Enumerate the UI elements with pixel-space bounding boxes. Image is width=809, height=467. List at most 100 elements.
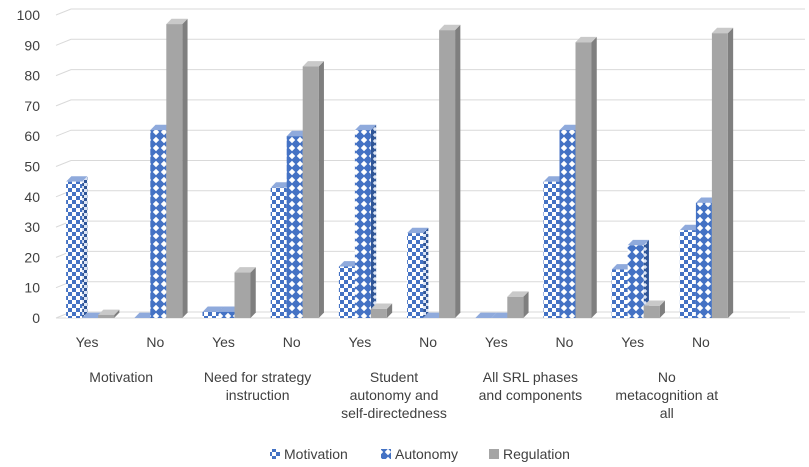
x-subcategory-label: No [556, 334, 574, 350]
bar-side [182, 18, 188, 318]
bar-front [559, 130, 576, 318]
bar-side [370, 124, 377, 319]
bar-top [507, 291, 529, 297]
bar [82, 312, 104, 319]
bar-side [114, 309, 120, 318]
y-axis: 0 10 20 30 40 50 60 70 80 90 100 [17, 7, 41, 326]
bar-top [711, 27, 734, 34]
bar-top [543, 176, 565, 182]
y-tick-label: 60 [24, 128, 40, 144]
legend-label: Autonomy [395, 446, 458, 462]
legend-swatch [270, 449, 280, 459]
bar [491, 312, 513, 319]
x-axis: Yes No Motivation Yes No Need for strategy ins… [76, 334, 719, 421]
bar-side [659, 300, 665, 318]
gridline [55, 69, 805, 77]
bar-top [559, 124, 581, 131]
bar-top [627, 239, 649, 246]
gridline [55, 38, 805, 46]
bar-side [523, 291, 529, 318]
bar-front [98, 314, 115, 318]
legend-swatch [381, 449, 391, 459]
bar-top [491, 312, 513, 318]
bar [439, 24, 461, 319]
bar-top [439, 24, 461, 31]
gridline [55, 99, 805, 107]
bar [166, 18, 188, 319]
bar-front [286, 136, 303, 318]
bar-front [270, 187, 287, 318]
bar [134, 312, 156, 319]
bar [370, 303, 393, 318]
bar-top [66, 176, 88, 182]
bar [234, 267, 256, 318]
x-group-label: and components [479, 387, 583, 403]
bar-front [711, 33, 728, 319]
bar-side [455, 24, 461, 318]
bar-top [82, 312, 104, 318]
y-tick-label: 10 [24, 280, 40, 296]
x-group-label: Student [370, 369, 418, 385]
bar-front [338, 266, 355, 318]
y-tick-label: 40 [24, 189, 40, 205]
bar-top [270, 182, 292, 188]
bar-front [507, 296, 524, 318]
bar-side [82, 176, 88, 318]
bar-top [611, 264, 633, 270]
bar-front [370, 308, 387, 318]
x-group-label: all [660, 405, 674, 421]
bar-side [250, 267, 256, 318]
bar-top [150, 124, 172, 131]
legend: Motivation Autonomy Regulation [270, 446, 570, 462]
bar-front [407, 233, 424, 318]
bar [507, 291, 529, 318]
bar-top [354, 124, 377, 131]
bar-top [643, 300, 665, 306]
bar-top [423, 312, 445, 318]
y-tick-label: 80 [24, 68, 40, 84]
y-tick-label: 70 [24, 98, 40, 114]
bar [66, 176, 88, 318]
bar-top [202, 306, 224, 312]
y-tick-label: 0 [32, 310, 40, 326]
bar [98, 309, 120, 318]
x-subcategory-label: Yes [485, 334, 508, 350]
legend-label: Motivation [284, 446, 348, 462]
bars [66, 18, 734, 319]
gridline [55, 8, 805, 16]
bar-side [643, 239, 649, 318]
bar-front [234, 272, 251, 318]
x-group-label: instruction [226, 387, 290, 403]
bar [354, 124, 377, 319]
y-tick-label: 30 [24, 219, 40, 235]
x-subcategory-label: No [692, 334, 710, 350]
x-group-label: metacognition at [615, 387, 718, 403]
bar-side [727, 27, 734, 319]
bar-top [407, 227, 429, 234]
bar-top [575, 36, 597, 43]
bar [423, 312, 445, 319]
bar-front [439, 30, 456, 319]
bar-front [302, 66, 319, 318]
bar [575, 36, 597, 319]
bar-top [338, 261, 361, 267]
x-group-label: autonomy and [350, 387, 439, 403]
y-tick-label: 50 [24, 159, 40, 175]
bar-front [150, 130, 167, 318]
x-group-label: No [658, 369, 676, 385]
bar-front [354, 130, 371, 318]
x-subcategory-label: No [146, 334, 164, 350]
legend-swatch [489, 449, 499, 459]
x-subcategory-label: Yes [212, 334, 235, 350]
bar [302, 61, 324, 319]
bar-front [575, 42, 592, 319]
bar-front [543, 181, 560, 318]
bar [475, 312, 497, 319]
x-group-label: Motivation [89, 369, 153, 385]
x-subcategory-label: No [419, 334, 437, 350]
bar-front [218, 311, 235, 318]
x-group-label: Need for strategy [204, 369, 311, 385]
bar-front [166, 24, 183, 319]
bar-side [386, 303, 393, 318]
